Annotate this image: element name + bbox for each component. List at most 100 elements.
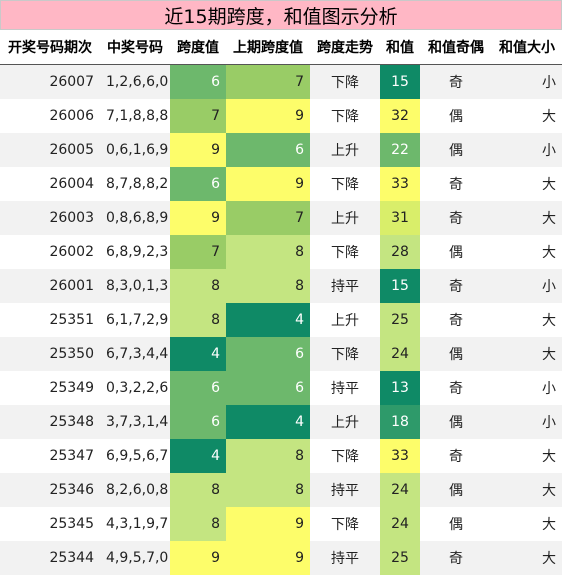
parity-cell: 奇 xyxy=(420,166,492,201)
sum-cell: 33 xyxy=(380,166,420,201)
trend-cell: 上升 xyxy=(310,404,380,439)
prev-span-cell: 8 xyxy=(226,472,310,507)
table-row: 26003 0,8,6,8,9 9 7 上升 31 奇大 xyxy=(0,200,562,235)
period-cell: 26004 xyxy=(0,166,100,201)
parity-cell: 奇 xyxy=(420,200,492,235)
table-row: 25345 4,3,1,9,7 8 9 下降 24 偶大 xyxy=(0,506,562,541)
period-cell: 26005 xyxy=(0,132,100,167)
sum-cell: 18 xyxy=(380,404,420,439)
numbers-cell: 8,3,0,1,3 xyxy=(100,268,170,303)
parity-cell: 奇 xyxy=(420,540,492,575)
period-cell: 26001 xyxy=(0,268,100,303)
span-cell: 9 xyxy=(170,132,226,167)
size-cell: 大 xyxy=(492,234,562,269)
trend-cell: 持平 xyxy=(310,472,380,507)
size-cell: 小 xyxy=(492,268,562,303)
size-cell: 大 xyxy=(492,302,562,337)
size-cell: 大 xyxy=(492,438,562,473)
sum-cell: 24 xyxy=(380,472,420,507)
prev-span-cell: 6 xyxy=(226,132,310,167)
numbers-cell: 6,7,3,4,4 xyxy=(100,336,170,371)
sum-cell: 24 xyxy=(380,506,420,541)
span-cell: 9 xyxy=(170,200,226,235)
table-row: 26001 8,3,0,1,3 8 8 持平 15 奇小 xyxy=(0,268,562,303)
prev-span-cell: 9 xyxy=(226,506,310,541)
span-cell: 6 xyxy=(170,370,226,405)
sum-cell: 32 xyxy=(380,98,420,133)
prev-span-cell: 9 xyxy=(226,540,310,575)
span-cell: 7 xyxy=(170,98,226,133)
span-cell: 8 xyxy=(170,268,226,303)
trend-cell: 持平 xyxy=(310,370,380,405)
size-cell: 小 xyxy=(492,370,562,405)
sum-cell: 13 xyxy=(380,370,420,405)
sum-cell: 25 xyxy=(380,540,420,575)
period-cell: 26007 xyxy=(0,64,100,99)
trend-cell: 上升 xyxy=(310,132,380,167)
table-body: 26007 1,2,6,6,0 6 7 下降 15 奇小 26006 7,1,8,8,8 7 9 下降… xyxy=(0,64,562,575)
period-cell: 25348 xyxy=(0,404,100,439)
table-row: 25346 8,2,6,0,8 8 8 持平 24 偶大 xyxy=(0,472,562,507)
span-cell: 6 xyxy=(170,404,226,439)
period-cell: 25347 xyxy=(0,438,100,473)
table-row: 26002 6,8,9,2,3 7 8 下降 28 偶大 xyxy=(0,234,562,269)
size-cell: 大 xyxy=(492,336,562,371)
period-cell: 25346 xyxy=(0,472,100,507)
table-row: 25344 4,9,5,7,0 9 9 持平 25 奇大 xyxy=(0,540,562,575)
span-cell: 4 xyxy=(170,336,226,371)
trend-cell: 下降 xyxy=(310,166,380,201)
numbers-cell: 3,7,3,1,4 xyxy=(100,404,170,439)
prev-span-cell: 8 xyxy=(226,438,310,473)
span-cell: 4 xyxy=(170,438,226,473)
period-cell: 25350 xyxy=(0,336,100,371)
span-cell: 8 xyxy=(170,302,226,337)
sum-cell: 31 xyxy=(380,200,420,235)
trend-cell: 下降 xyxy=(310,64,380,99)
header-span: 跨度值 xyxy=(170,30,226,65)
header-prev-span: 上期跨度值 xyxy=(226,30,310,65)
period-cell: 26003 xyxy=(0,200,100,235)
numbers-cell: 6,8,9,2,3 xyxy=(100,234,170,269)
sum-cell: 25 xyxy=(380,302,420,337)
numbers-cell: 6,1,7,2,9 xyxy=(100,302,170,337)
parity-cell: 奇 xyxy=(420,370,492,405)
parity-cell: 偶 xyxy=(420,98,492,133)
prev-span-cell: 6 xyxy=(226,370,310,405)
parity-cell: 奇 xyxy=(420,64,492,99)
header-numbers: 中奖号码 xyxy=(100,30,170,65)
size-cell: 大 xyxy=(492,166,562,201)
prev-span-cell: 7 xyxy=(226,64,310,99)
prev-span-cell: 4 xyxy=(226,404,310,439)
trend-cell: 持平 xyxy=(310,540,380,575)
numbers-cell: 7,1,8,8,8 xyxy=(100,98,170,133)
trend-cell: 下降 xyxy=(310,438,380,473)
period-cell: 25345 xyxy=(0,506,100,541)
numbers-cell: 0,6,1,6,9 xyxy=(100,132,170,167)
trend-cell: 下降 xyxy=(310,234,380,269)
size-cell: 大 xyxy=(492,472,562,507)
parity-cell: 偶 xyxy=(420,472,492,507)
size-cell: 大 xyxy=(492,540,562,575)
prev-span-cell: 8 xyxy=(226,234,310,269)
numbers-cell: 8,7,8,8,2 xyxy=(100,166,170,201)
header-period: 开奖号码期次 xyxy=(0,30,100,65)
trend-cell: 下降 xyxy=(310,336,380,371)
size-cell: 大 xyxy=(492,200,562,235)
parity-cell: 奇 xyxy=(420,438,492,473)
table-row: 26005 0,6,1,6,9 9 6 上升 22 偶小 xyxy=(0,132,562,167)
numbers-cell: 4,3,1,9,7 xyxy=(100,506,170,541)
size-cell: 小 xyxy=(492,404,562,439)
table-title: 近15期跨度，和值图示分析 xyxy=(0,0,562,30)
parity-cell: 偶 xyxy=(420,404,492,439)
parity-cell: 奇 xyxy=(420,268,492,303)
trend-cell: 上升 xyxy=(310,302,380,337)
table-row: 25349 0,3,2,2,6 6 6 持平 13 奇小 xyxy=(0,370,562,405)
parity-cell: 偶 xyxy=(420,336,492,371)
span-cell: 6 xyxy=(170,166,226,201)
sum-cell: 24 xyxy=(380,336,420,371)
header-size: 和值大小 xyxy=(492,30,562,65)
span-cell: 8 xyxy=(170,472,226,507)
sum-cell: 15 xyxy=(380,64,420,99)
parity-cell: 奇 xyxy=(420,302,492,337)
span-cell: 6 xyxy=(170,64,226,99)
